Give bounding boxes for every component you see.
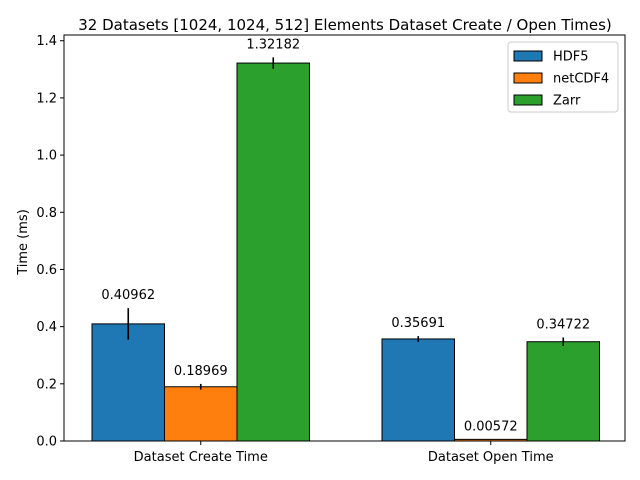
y-tick-label: 0.4 (36, 320, 57, 335)
legend-swatch-zarr (513, 94, 543, 106)
y-tick-label: 1.2 (36, 91, 57, 106)
chart-title: 32 Datasets [1024, 1024, 512] Elements D… (78, 16, 612, 34)
legend-swatch-hdf5 (513, 50, 543, 62)
data-label: 0.35691 (391, 316, 445, 331)
x-tick-label: Dataset Open Time (428, 450, 554, 465)
y-tick-label: 0.6 (36, 263, 57, 278)
data-label: 0.40962 (101, 288, 155, 303)
legend-label-netcdf4: netCDF4 (553, 72, 609, 87)
data-label: 0.18969 (174, 364, 228, 379)
y-tick-label: 0.0 (36, 435, 57, 450)
bar-zarr-1 (526, 341, 600, 442)
legend: HDF5 netCDF4 Zarr (507, 41, 619, 113)
bar-hdf5-0 (91, 323, 165, 442)
bar-netcdf4-0 (164, 386, 238, 442)
data-label: 0.34722 (536, 317, 590, 332)
legend-swatch-netcdf4 (513, 72, 543, 84)
plot-area: 0.40962 0.18969 1.32182 0.35691 0.00572 0.347… (36, 34, 626, 465)
y-tick-label: 1.0 (36, 149, 57, 164)
x-tick-label: Dataset Create Time (134, 450, 268, 465)
y-tick-label: 0.2 (36, 377, 57, 392)
y-tick-label: 0.8 (36, 206, 57, 221)
data-label: 0.00572 (464, 419, 518, 434)
axes-frame (63, 34, 626, 442)
y-tick-label: 1.4 (36, 34, 57, 49)
y-axis-label: Time (ms) (16, 209, 31, 276)
legend-label-hdf5: HDF5 (553, 50, 589, 65)
bar-zarr-0 (236, 62, 310, 442)
bar-hdf5-1 (381, 338, 455, 442)
data-label: 1.32182 (246, 37, 300, 52)
legend-label-zarr: Zarr (553, 94, 581, 109)
